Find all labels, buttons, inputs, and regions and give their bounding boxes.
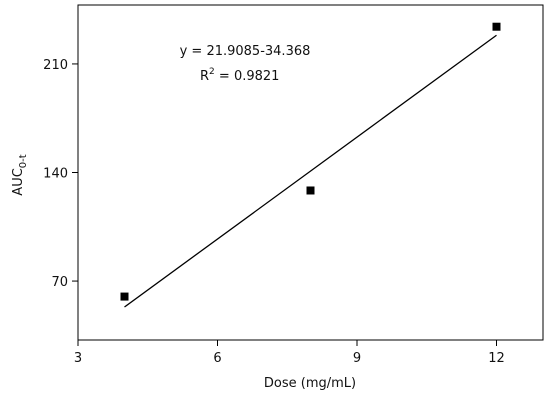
x-tick-label: 9 — [353, 351, 361, 366]
y-tick-label: 140 — [43, 167, 68, 182]
y-tick-label: 210 — [43, 58, 68, 73]
x-tick-label: 3 — [74, 351, 82, 366]
x-tick-label: 6 — [213, 351, 221, 366]
annotation: R2 = 0.9821 — [200, 67, 279, 84]
x-tick-label: 12 — [488, 351, 505, 366]
annotation: y = 21.9085-34.368 — [180, 44, 311, 59]
x-axis-label: Dose (mg/mL) — [264, 376, 356, 391]
y-label-main: AUC — [11, 168, 26, 196]
fit-line — [124, 34, 497, 308]
y-label-sub: 0-t — [18, 154, 29, 168]
y-tick-label: 70 — [51, 275, 68, 290]
annotation-base: R — [200, 69, 209, 84]
annotation-sup: 2 — [209, 67, 215, 77]
data-point — [492, 22, 501, 31]
data-point — [306, 186, 315, 195]
annotation-text: = 0.9821 — [215, 69, 280, 84]
data-point — [120, 292, 129, 301]
y-axis-label: AUC0-t — [11, 154, 29, 195]
